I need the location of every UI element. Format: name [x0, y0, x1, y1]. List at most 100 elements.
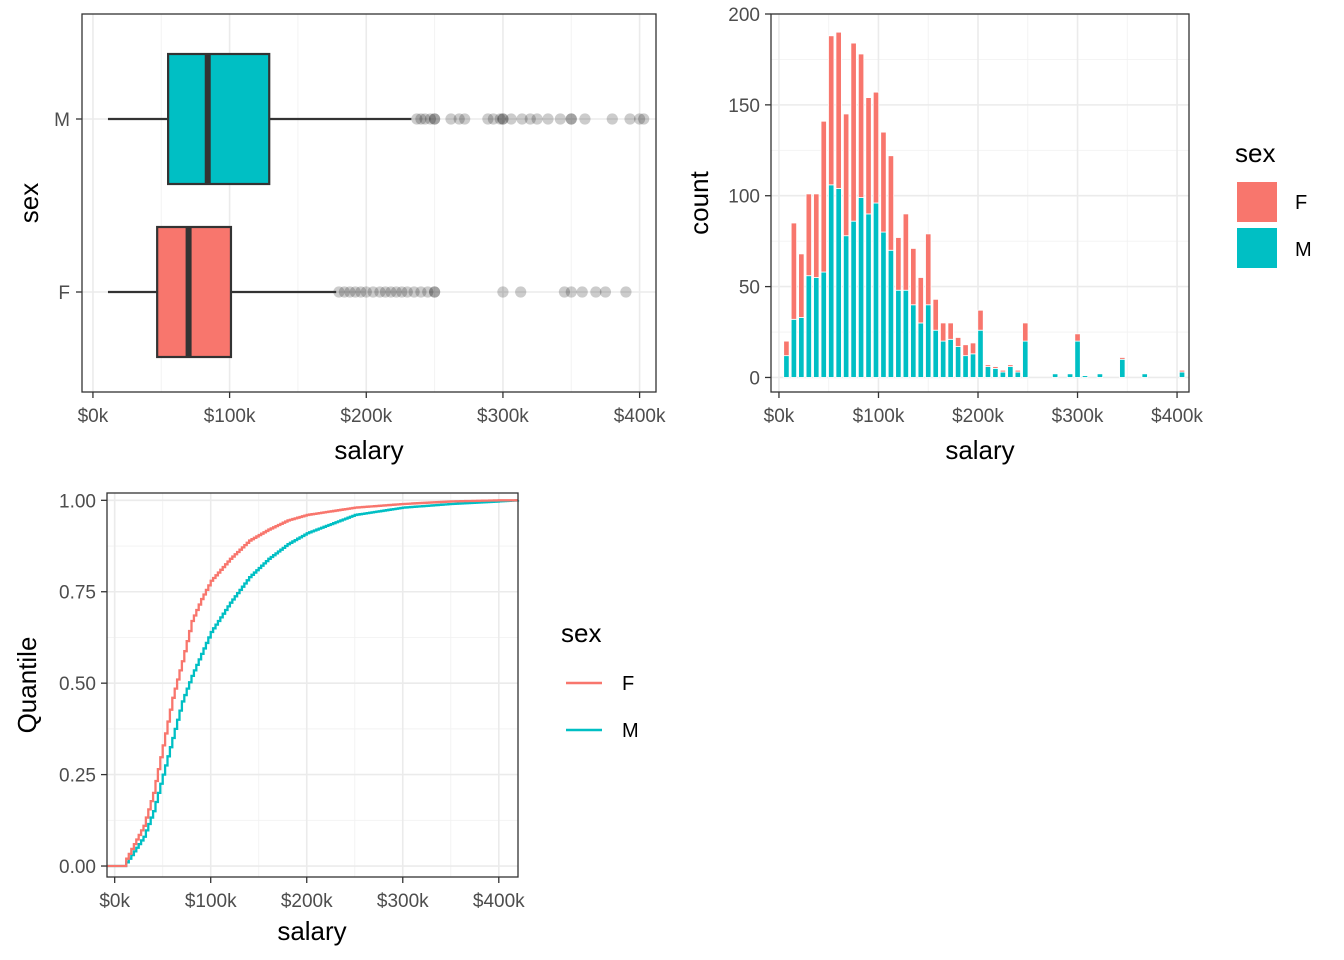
histogram-bar-M: [798, 317, 805, 378]
histogram-bar-M: [954, 346, 962, 378]
histogram-bar-F: [872, 91, 880, 204]
outlier-point-M: [429, 113, 441, 125]
histogram-bar-F: [1074, 333, 1081, 342]
histogram-bar-F: [969, 342, 977, 355]
outlier-point-F: [429, 286, 441, 298]
outlier-point-F: [401, 286, 413, 298]
outlier-point-F: [385, 286, 397, 298]
histogram-bar-F: [925, 233, 932, 306]
histogram-bar-F: [984, 364, 992, 367]
boxplot-y-axis: FM: [54, 110, 82, 304]
histogram-bar-M: [790, 318, 798, 378]
histogram-bar-M: [977, 329, 984, 378]
outlier-point-F: [599, 286, 612, 298]
ecdf-legend-title: sex: [561, 618, 601, 648]
histogram-bar-F: [850, 42, 857, 222]
boxplot-y-axis-title: sex: [14, 183, 44, 223]
legend-key-F-swatch: [1237, 182, 1277, 222]
histogram-bar-F: [940, 322, 947, 342]
outlier-point-M: [542, 113, 554, 125]
outlier-point-F: [422, 286, 434, 298]
histogram-x-tick-label: $200k: [952, 406, 1004, 427]
histogram-bar-M: [1052, 373, 1059, 378]
histogram-bar-M: [835, 188, 842, 378]
outlier-point-F: [408, 286, 420, 298]
histogram-bar-M: [1178, 371, 1186, 378]
ecdf-line-M: [107, 499, 520, 868]
ecdf-legend: sex F M: [561, 618, 639, 742]
histogram-bar-M: [1119, 358, 1126, 378]
ecdf-y-axis-title: Quantile: [12, 637, 42, 734]
histogram-bar-F: [895, 237, 902, 291]
histogram-bar-F: [1014, 369, 1021, 373]
outlier-point-M: [554, 113, 566, 125]
ecdf-y-tick-label: 1.00: [59, 491, 96, 512]
histogram-bar-M: [999, 371, 1007, 378]
histogram-bar-F: [857, 53, 865, 198]
histogram-panel: $0k $100k $200k $300k $400k 0 50 100 150 200 sal…: [684, 5, 1203, 465]
histogram-y-axis: 0 50 100 150 200: [728, 5, 771, 389]
outlier-point-M: [411, 113, 423, 125]
histogram-bar-M: [1141, 373, 1148, 378]
outlier-point-F: [374, 286, 386, 298]
histogram-bar-F: [1119, 357, 1126, 360]
boxplot-x-axis: $0k $100k $200k $300k $400k: [78, 392, 666, 427]
histogram-bar-F: [962, 344, 969, 357]
ecdf-x-tick-label: $400k: [473, 891, 525, 912]
histogram-bar-M: [1022, 340, 1029, 378]
ecdf-x-tick-label: $300k: [377, 891, 429, 912]
outlier-point-M: [505, 113, 517, 125]
histogram-bar-F: [1007, 364, 1014, 367]
outlier-point-F: [379, 286, 391, 298]
histogram-bar-F: [1022, 322, 1029, 342]
histogram-y-tick-label: 50: [739, 278, 760, 299]
histogram-bar-F: [999, 369, 1007, 373]
outlier-point-F: [367, 286, 379, 298]
histogram-bar-F: [790, 222, 798, 320]
outlier-point-M: [453, 113, 465, 125]
histogram-bar-M: [940, 340, 947, 378]
outlier-point-F: [338, 286, 350, 298]
outlier-point-M: [419, 113, 431, 125]
histogram-bar-F: [947, 322, 954, 340]
outlier-point-M: [606, 113, 618, 125]
ecdf-y-tick-label: 0.75: [59, 583, 96, 604]
outlier-point-F: [620, 286, 632, 298]
legend-key-M-swatch: [1237, 228, 1277, 268]
histogram-bar-M: [1081, 375, 1089, 378]
ecdf-y-tick-label: 0.50: [59, 674, 96, 695]
outlier-point-M: [624, 113, 636, 125]
ecdf-panel-border: [106, 492, 519, 878]
histogram-bar-M: [917, 322, 924, 378]
outlier-point-F: [349, 286, 361, 298]
outlier-point-M: [459, 113, 471, 125]
histogram-bar-M: [813, 277, 820, 378]
outlier-point-M: [429, 113, 441, 125]
outlier-point-F: [333, 286, 345, 298]
boxplot-y-tick-label: F: [58, 283, 70, 304]
boxplot-panel-border: [81, 13, 657, 393]
outlier-point-M: [638, 113, 650, 125]
histogram-bar-F: [813, 193, 820, 278]
histogram-bar-M: [932, 329, 939, 378]
histogram-bar-M: [992, 367, 999, 378]
outlier-point-M: [445, 113, 457, 125]
histogram-bar-F: [843, 113, 850, 237]
boxplot-x-tick-label: $100k: [204, 406, 256, 427]
boxplot-panel: $0k $100k $200k $300k $400k FM salary sex: [14, 13, 666, 465]
histogram-bar-M: [962, 355, 969, 378]
histogram-bar-M: [947, 338, 954, 378]
outlier-point-M: [531, 113, 543, 125]
outlier-point-M: [524, 113, 536, 125]
histogram-x-tick-label: $100k: [853, 406, 905, 427]
histogram-bar-M: [925, 304, 932, 378]
histogram-bar-M: [902, 289, 909, 378]
boxplot-x-tick-label: $400k: [614, 406, 666, 427]
histogram-legend: sex F M: [1235, 138, 1312, 268]
histogram-bar-F: [977, 309, 984, 331]
histogram-bar-F: [887, 155, 895, 251]
histogram-bar-M: [887, 249, 895, 378]
outlier-point-M: [497, 113, 509, 125]
ecdf-x-tick-label: $200k: [281, 891, 333, 912]
